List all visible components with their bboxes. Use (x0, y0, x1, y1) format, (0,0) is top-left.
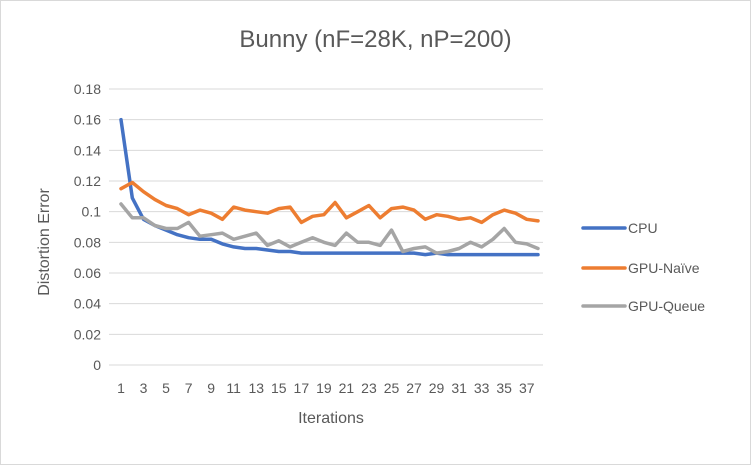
y-tick-label: 0.18 (74, 81, 101, 97)
x-tick-label: 21 (339, 380, 355, 396)
legend-label-gpu-queue: GPU-Queue (628, 298, 705, 314)
x-tick-label: 27 (406, 380, 422, 396)
x-axis-label: Iterations (298, 410, 364, 427)
x-tick-label: 25 (384, 380, 400, 396)
y-tick-label: 0.16 (74, 112, 101, 128)
x-tick-label: 29 (429, 380, 445, 396)
legend-label-gpu-na-ve: GPU-Naïve (628, 260, 700, 276)
legend-label-cpu: CPU (628, 220, 658, 236)
x-tick-label: 33 (474, 380, 490, 396)
x-tick-label: 13 (248, 380, 264, 396)
y-tick-label: 0 (93, 357, 101, 373)
x-tick-label: 37 (519, 380, 535, 396)
y-tick-label: 0.14 (74, 142, 101, 158)
chart-title: Bunny (nF=28K, nP=200) (239, 26, 512, 53)
x-tick-label: 3 (140, 380, 148, 396)
y-tick-label: 0.06 (74, 265, 101, 281)
y-tick-label: 0.04 (74, 296, 101, 312)
x-tick-label: 31 (451, 380, 467, 396)
series-line-gpu-queue (119, 202, 540, 255)
y-tick-label: 0.02 (74, 326, 101, 342)
x-tick-label: 11 (226, 380, 241, 396)
x-tick-label: 9 (207, 380, 215, 396)
y-tick-label: 0.1 (82, 204, 102, 220)
x-tick-label: 19 (316, 380, 332, 396)
x-tick-label: 1 (117, 380, 125, 396)
x-tick-label: 17 (294, 380, 310, 396)
x-tick-label: 5 (162, 380, 170, 396)
y-tick-label: 0.12 (74, 173, 101, 189)
series-line-gpu-na-ve (119, 180, 540, 225)
x-tick-label: 23 (361, 380, 377, 396)
x-tick-label: 15 (271, 380, 287, 396)
x-tick-label: 35 (496, 380, 512, 396)
series-line-cpu (119, 117, 540, 257)
y-tick-label: 0.08 (74, 234, 101, 250)
x-tick-label: 7 (185, 380, 193, 396)
